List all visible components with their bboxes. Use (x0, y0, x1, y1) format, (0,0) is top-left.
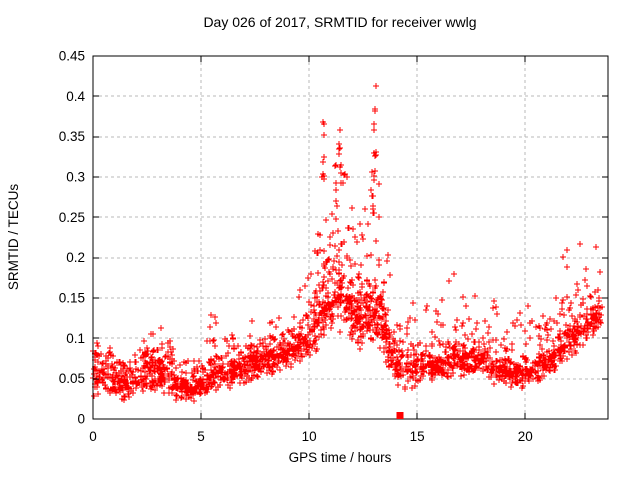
y-tick-label: 0.4 (66, 89, 85, 104)
x-axis-label: GPS time / hours (289, 450, 392, 465)
y-tick-label: 0.2 (66, 250, 85, 265)
y-axis-label: SRMTID / TECUs (6, 184, 21, 291)
x-tick-label: 15 (410, 429, 425, 444)
x-tick-label: 0 (89, 429, 97, 444)
y-tick-label: 0.05 (59, 371, 85, 386)
y-tick-label: 0.3 (66, 170, 85, 185)
plot-border (92, 55, 609, 420)
y-tick-label: 0.1 (66, 331, 85, 346)
y-tick-label: 0.25 (59, 210, 85, 225)
x-tick-label: 5 (197, 429, 205, 444)
scatter-points (90, 83, 605, 404)
y-tick-labels: 0 0.05 0.1 0.15 0.2 0.25 0.3 0.35 0.4 0.45 (59, 49, 86, 427)
y-tick-label: 0.35 (59, 129, 85, 144)
axis-ticks (92, 55, 608, 420)
event-marker-square (396, 412, 404, 419)
y-tick-label: 0.45 (59, 49, 85, 64)
chart-title: Day 026 of 2017, SRMTID for receiver wwl… (203, 14, 476, 30)
y-tick-label: 0 (77, 412, 85, 427)
x-tick-label: 20 (518, 429, 533, 444)
y-tick-label: 0.15 (59, 291, 85, 306)
x-tick-label: 10 (302, 429, 317, 444)
x-tick-labels: 0 5 10 15 20 (89, 429, 533, 444)
